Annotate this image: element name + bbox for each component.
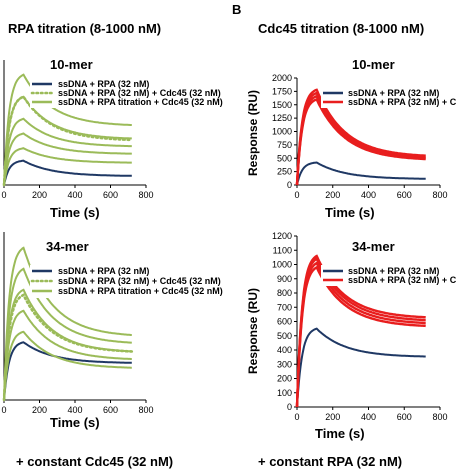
legend-label: ssDNA + RPA (32 nM) + C xyxy=(348,275,457,285)
x-tick-label: 400 xyxy=(361,412,376,422)
x-tick-label: 0 xyxy=(294,412,299,422)
legend-label: ssDNA + RPA (32 nM) + C xyxy=(348,97,457,107)
chart-b-10mer-title: 10-mer xyxy=(352,57,395,72)
y-tick-label: 400 xyxy=(277,345,292,355)
legend-label: ssDNA + RPA (32 nM) xyxy=(58,79,149,89)
legend-label: ssDNA + RPA (32 nM) + Cdc45 (32 nM) xyxy=(58,276,221,286)
y-tick-label: 200 xyxy=(277,374,292,384)
x-tick-label: 200 xyxy=(32,190,47,200)
chart-a-10mer-xlabel: Time (s) xyxy=(50,205,100,220)
panel-a-title: RPA titration (8-1000 nM) xyxy=(8,21,161,36)
series-line-2-2 xyxy=(295,94,426,186)
x-tick-label: 800 xyxy=(138,405,153,415)
series-line-2-4 xyxy=(295,254,426,408)
series-line-3-3 xyxy=(3,117,132,186)
panel-b-letter: B xyxy=(232,2,241,17)
x-tick-label: 800 xyxy=(432,412,447,422)
legend-box xyxy=(321,265,450,286)
x-tick-label: 400 xyxy=(67,405,82,415)
y-tick-label: 0 xyxy=(287,180,292,190)
series-line-1 xyxy=(296,327,426,408)
series-line-3-2 xyxy=(3,132,132,186)
x-tick-label: 0 xyxy=(1,190,6,200)
y-tick-label: 750 xyxy=(277,140,292,150)
x-tick-label: 800 xyxy=(138,190,153,200)
y-tick-label: 700 xyxy=(277,302,292,312)
panel-b-title: Cdc45 titration (8-1000 nM) xyxy=(258,21,424,36)
legend-label: ssDNA + RPA (32 nM) xyxy=(348,266,439,276)
x-tick-label: 600 xyxy=(103,405,118,415)
y-tick-label: 800 xyxy=(277,288,292,298)
chart-a-10mer-title: 10-mer xyxy=(50,57,93,72)
y-tick-label: 1100 xyxy=(273,245,292,255)
chart-b-10mer-ylabel: Response (RU) xyxy=(246,90,260,176)
x-tick-label: 0 xyxy=(1,405,6,415)
series-line-2-1 xyxy=(295,265,426,408)
x-tick-label: 0 xyxy=(294,190,299,200)
legend-label: ssDNA + RPA titration + Cdc45 (32 nM) xyxy=(58,97,223,107)
x-tick-label: 200 xyxy=(325,412,340,422)
y-tick-label: 0 xyxy=(287,402,292,412)
series-line-3-4 xyxy=(3,267,132,401)
panel-b-footer: + constant RPA (32 nM) xyxy=(258,454,402,469)
y-tick-label: 300 xyxy=(277,359,292,369)
series-line-1 xyxy=(3,159,132,186)
chart-b-34mer-xlabel: Time (s) xyxy=(315,426,365,441)
chart-b-34mer-title: 34-mer xyxy=(352,239,395,254)
series-line-3-5 xyxy=(3,246,132,401)
legend-label: ssDNA + RPA (32 nM) xyxy=(58,266,149,276)
series-line-3-4 xyxy=(3,95,132,186)
legend-label: ssDNA + RPA titration + Cdc45 (32 nM) xyxy=(58,286,223,296)
panel-a-footer: + constant Cdc45 (32 nM) xyxy=(16,454,173,469)
y-tick-label: 1000 xyxy=(272,127,292,137)
y-tick-label: 900 xyxy=(277,274,292,284)
legend-box xyxy=(321,87,450,108)
y-tick-label: 2000 xyxy=(272,73,292,83)
chart-a-34mer-title: 34-mer xyxy=(46,239,89,254)
y-tick-label: 1750 xyxy=(272,86,292,96)
y-tick-label: 1000 xyxy=(272,260,292,270)
y-tick-label: 600 xyxy=(277,317,292,327)
series-line-2-4 xyxy=(295,88,426,186)
chart-a-34mer-xlabel: Time (s) xyxy=(50,415,100,430)
series-line-1 xyxy=(296,161,426,186)
x-tick-label: 600 xyxy=(397,190,412,200)
x-tick-label: 400 xyxy=(67,190,82,200)
legend-label: ssDNA + RPA (32 nM) + Cdc45 (32 nM) xyxy=(58,88,221,98)
chart-b-10mer-xlabel: Time (s) xyxy=(325,205,375,220)
y-tick-label: 500 xyxy=(277,331,292,341)
x-tick-label: 400 xyxy=(361,190,376,200)
series-line-2-3 xyxy=(295,257,426,408)
y-tick-label: 100 xyxy=(277,388,292,398)
y-tick-label: 250 xyxy=(277,167,292,177)
series-line-3-2 xyxy=(3,309,132,401)
series-line-3-3 xyxy=(3,288,132,401)
series-line-3-1 xyxy=(3,330,132,401)
x-tick-label: 200 xyxy=(325,190,340,200)
x-tick-label: 600 xyxy=(397,412,412,422)
chart-b-34mer-ylabel: Response (RU) xyxy=(246,288,260,374)
series-line-3-1 xyxy=(3,147,132,186)
x-tick-label: 800 xyxy=(432,190,447,200)
x-tick-label: 200 xyxy=(32,405,47,415)
legend-label: ssDNA + RPA (32 nM) xyxy=(348,88,439,98)
y-tick-label: 1500 xyxy=(272,100,292,110)
y-tick-label: 500 xyxy=(277,153,292,163)
series-line-2-2 xyxy=(295,261,426,408)
x-tick-label: 600 xyxy=(103,190,118,200)
series-line-3-5 xyxy=(3,73,132,186)
y-tick-label: 1200 xyxy=(272,231,292,241)
series-line-1 xyxy=(3,341,132,401)
y-tick-label: 1250 xyxy=(272,113,292,123)
